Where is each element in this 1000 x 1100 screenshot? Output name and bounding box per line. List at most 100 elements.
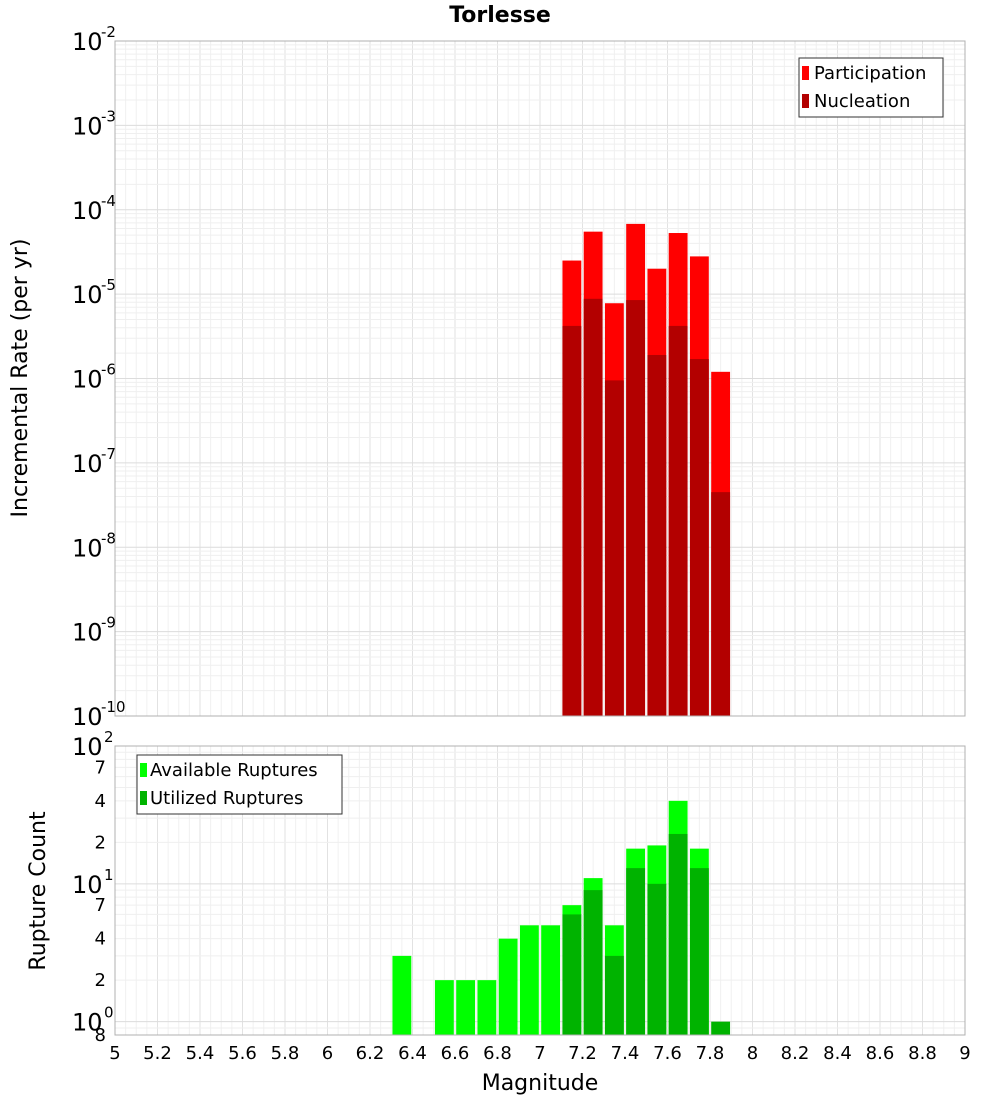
y-tick-label: 10-3 — [72, 107, 116, 140]
x-tick-label: 6.6 — [441, 1043, 470, 1064]
bar-available-ruptures — [392, 955, 412, 1035]
y-tick-exponent: -3 — [101, 107, 116, 125]
x-tick-label: 7.6 — [653, 1043, 682, 1064]
y-tick-minor-label: 4 — [95, 929, 106, 950]
y-tick-minor-label: 7 — [95, 757, 106, 778]
y-tick-base: 10 — [72, 281, 103, 309]
legend-swatch-nucleation — [802, 94, 809, 108]
y-tick-exponent: -6 — [101, 361, 116, 379]
y-tick-label: 10 0 — [72, 1004, 114, 1037]
y-tick-exponent: -8 — [101, 529, 116, 547]
bottom-plot-frame — [114, 745, 966, 1036]
y-tick-base: 10 — [72, 28, 103, 56]
y-tick-label: 10-4 — [72, 192, 116, 225]
x-tick-label: 6.8 — [483, 1043, 512, 1064]
x-tick-label: 7.2 — [568, 1043, 597, 1064]
y-tick-label: 10-5 — [72, 276, 116, 309]
y-tick-minor-label: 8 — [95, 1025, 106, 1046]
x-tick-label: 6.4 — [398, 1043, 427, 1064]
x-tick-label: 6.2 — [356, 1043, 385, 1064]
x-tick-label: 7.4 — [611, 1043, 640, 1064]
y-tick-base: 10 — [72, 366, 103, 394]
bar-available-ruptures — [434, 980, 454, 1035]
x-tick-label: 5.4 — [186, 1043, 215, 1064]
y-tick-base: 10 — [72, 703, 103, 731]
x-tick-label: 8.4 — [823, 1043, 852, 1064]
y-tick-label: 10-8 — [72, 529, 116, 562]
top-legend: Participation Nucleation — [798, 57, 944, 118]
x-tick-label: 9 — [959, 1043, 970, 1064]
x-tick-label: 7 — [534, 1043, 545, 1064]
y-tick-exponent: 0 — [104, 1004, 114, 1022]
y-tick-label: 10-7 — [72, 445, 116, 478]
y-tick-exponent: 2 — [104, 728, 114, 746]
top-legend-box — [798, 57, 944, 118]
y-tick-minor-label: 7 — [95, 895, 106, 916]
legend-label-participation: Participation — [814, 63, 926, 84]
y-tick-base: 10 — [72, 450, 103, 478]
bar-utilized-ruptures — [647, 883, 667, 1035]
top-bars — [562, 223, 731, 716]
x-tick-label: 7.8 — [696, 1043, 725, 1064]
top-plot-frame — [114, 40, 966, 717]
x-tick-label: 8.2 — [781, 1043, 810, 1064]
y-tick-exponent: 1 — [104, 866, 114, 884]
bar-nucleation — [668, 325, 688, 716]
legend-label-utilized: Utilized Ruptures — [150, 788, 303, 809]
legend-label-nucleation: Nucleation — [814, 91, 910, 112]
y-tick-minor-label: 2 — [95, 970, 106, 991]
y-tick-base: 10 — [72, 534, 103, 562]
x-tick-label: 6 — [322, 1043, 333, 1064]
bar-utilized-ruptures — [689, 868, 709, 1035]
y-tick-base: 10 — [72, 197, 103, 225]
bottom-y-axis-title: Rupture Count — [26, 811, 51, 971]
x-tick-label: 8 — [747, 1043, 758, 1064]
x-tick-label: 5 — [109, 1043, 120, 1064]
bar-nucleation — [711, 492, 731, 716]
top-y-axis-title: Incremental Rate (per yr) — [8, 239, 33, 518]
bar-utilized-ruptures — [583, 890, 603, 1035]
bar-utilized-ruptures — [711, 1021, 731, 1035]
bottom-legend-box — [136, 754, 343, 815]
y-tick-base: 10 — [72, 619, 103, 647]
bar-utilized-ruptures — [626, 868, 646, 1035]
y-tick-label: 10-6 — [72, 361, 116, 394]
y-tick-exponent: -9 — [101, 614, 116, 632]
y-tick-base: 10 — [72, 112, 103, 140]
bar-available-ruptures — [498, 938, 518, 1035]
bar-available-ruptures — [519, 925, 539, 1035]
chart-title: Torlesse — [449, 3, 551, 28]
y-tick-label: 10-10 — [72, 698, 126, 731]
y-tick-base: 10 — [72, 1009, 103, 1037]
y-tick-base: 10 — [72, 871, 103, 899]
legend-swatch-available — [140, 763, 147, 777]
x-tick-label: 5.6 — [228, 1043, 257, 1064]
x-axis-title: Magnitude — [482, 1071, 599, 1096]
x-tick-label: 5.8 — [271, 1043, 300, 1064]
y-tick-minor-label: 2 — [95, 832, 106, 853]
bottom-bars — [392, 800, 731, 1035]
x-tick-label: 8.8 — [908, 1043, 937, 1064]
bar-nucleation — [647, 354, 667, 716]
bar-available-ruptures — [456, 980, 476, 1035]
y-tick-exponent: -2 — [101, 23, 116, 41]
y-tick-label: 10 1 — [72, 866, 114, 899]
legend-label-available: Available Ruptures — [150, 760, 318, 781]
bar-utilized-ruptures — [668, 833, 688, 1035]
legend-swatch-utilized — [140, 791, 147, 805]
bar-nucleation — [583, 298, 603, 716]
y-tick-minor-label: 4 — [95, 791, 106, 812]
y-tick-exponent: -5 — [101, 276, 116, 294]
top-grid — [114, 41, 966, 717]
x-tick-label: 5.2 — [143, 1043, 172, 1064]
bar-nucleation — [604, 380, 624, 716]
y-tick-base: 10 — [72, 733, 103, 761]
y-tick-label: 10-9 — [72, 614, 116, 647]
bar-utilized-ruptures — [604, 955, 624, 1035]
bar-available-ruptures — [477, 980, 497, 1035]
legend-swatch-participation — [802, 66, 809, 80]
bar-nucleation — [562, 325, 582, 716]
